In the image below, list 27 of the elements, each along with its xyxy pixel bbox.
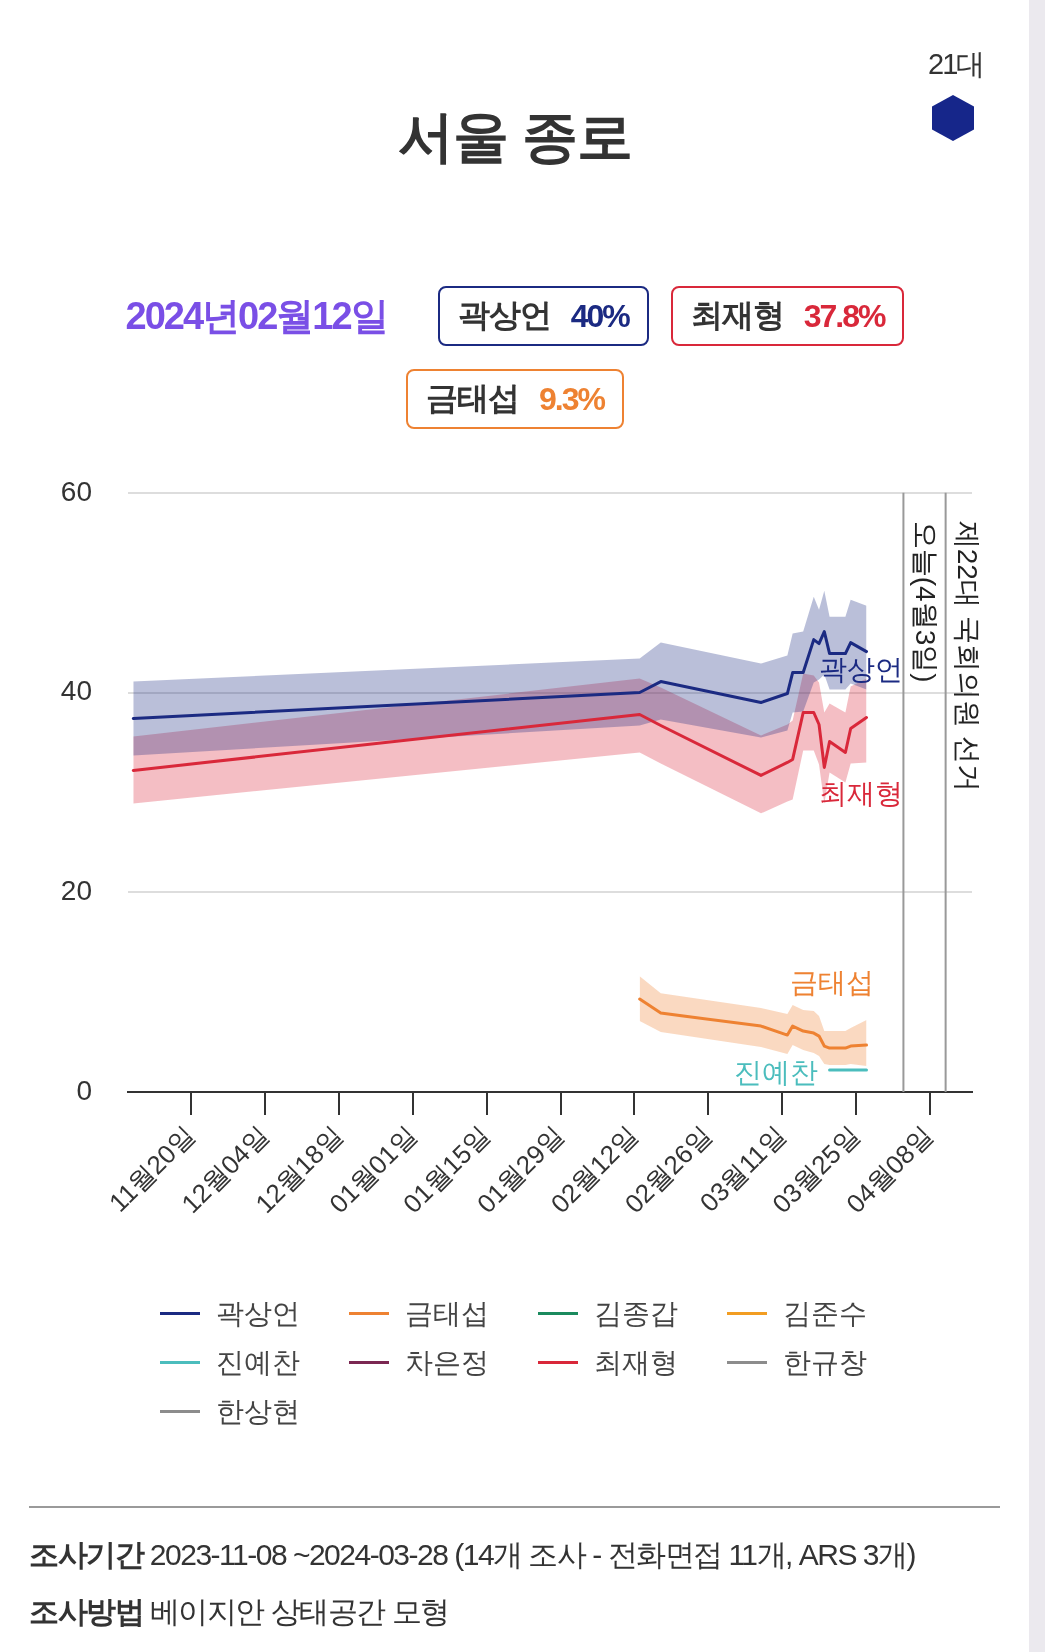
text: 최재형 — [818, 778, 903, 810]
ref-line-label: 제22대 국회의원 선거 — [951, 520, 983, 792]
legend-label: 김종갑 — [594, 1296, 678, 1331]
legend-label: 한상현 — [216, 1394, 300, 1429]
chart-title: 서울 종로 — [397, 104, 633, 170]
legend-label: 차은정 — [405, 1345, 489, 1380]
text: 최재형 37.8% — [690, 296, 885, 336]
legend-label: 진예찬 — [216, 1345, 300, 1380]
text: 곽상언 40% — [457, 296, 629, 336]
ref-line-label: 오늘(4월3일) — [909, 520, 941, 683]
y-tick-label: 40 — [60, 675, 92, 707]
y-tick-label: 20 — [60, 874, 92, 906]
y-tick-label: 60 — [60, 475, 92, 507]
legend-label: 한규창 — [783, 1345, 867, 1380]
legend-label: 곽상언 — [216, 1296, 300, 1331]
legend-label: 최재형 — [594, 1345, 678, 1380]
text: 21대 — [928, 47, 984, 82]
text: 조사방법 베이지안 상태공간 모형 — [29, 1595, 449, 1628]
text: 진예찬 — [733, 1056, 818, 1088]
text: 조사기간 2023-11-08 ~2024-03-28 (14개 조사 - 전화면접 11개, ARS 3개) — [29, 1538, 915, 1571]
text: 금태섭 9.3% — [426, 379, 604, 419]
chart-subtitle: 2024년02월12일 — [125, 293, 387, 339]
legend-label: 김준수 — [783, 1296, 867, 1331]
y-tick-label: 0 — [76, 1074, 92, 1106]
text: 금태섭 — [789, 966, 874, 998]
text: 곽상언 — [818, 654, 903, 686]
legend-label: 금태섭 — [405, 1296, 489, 1331]
